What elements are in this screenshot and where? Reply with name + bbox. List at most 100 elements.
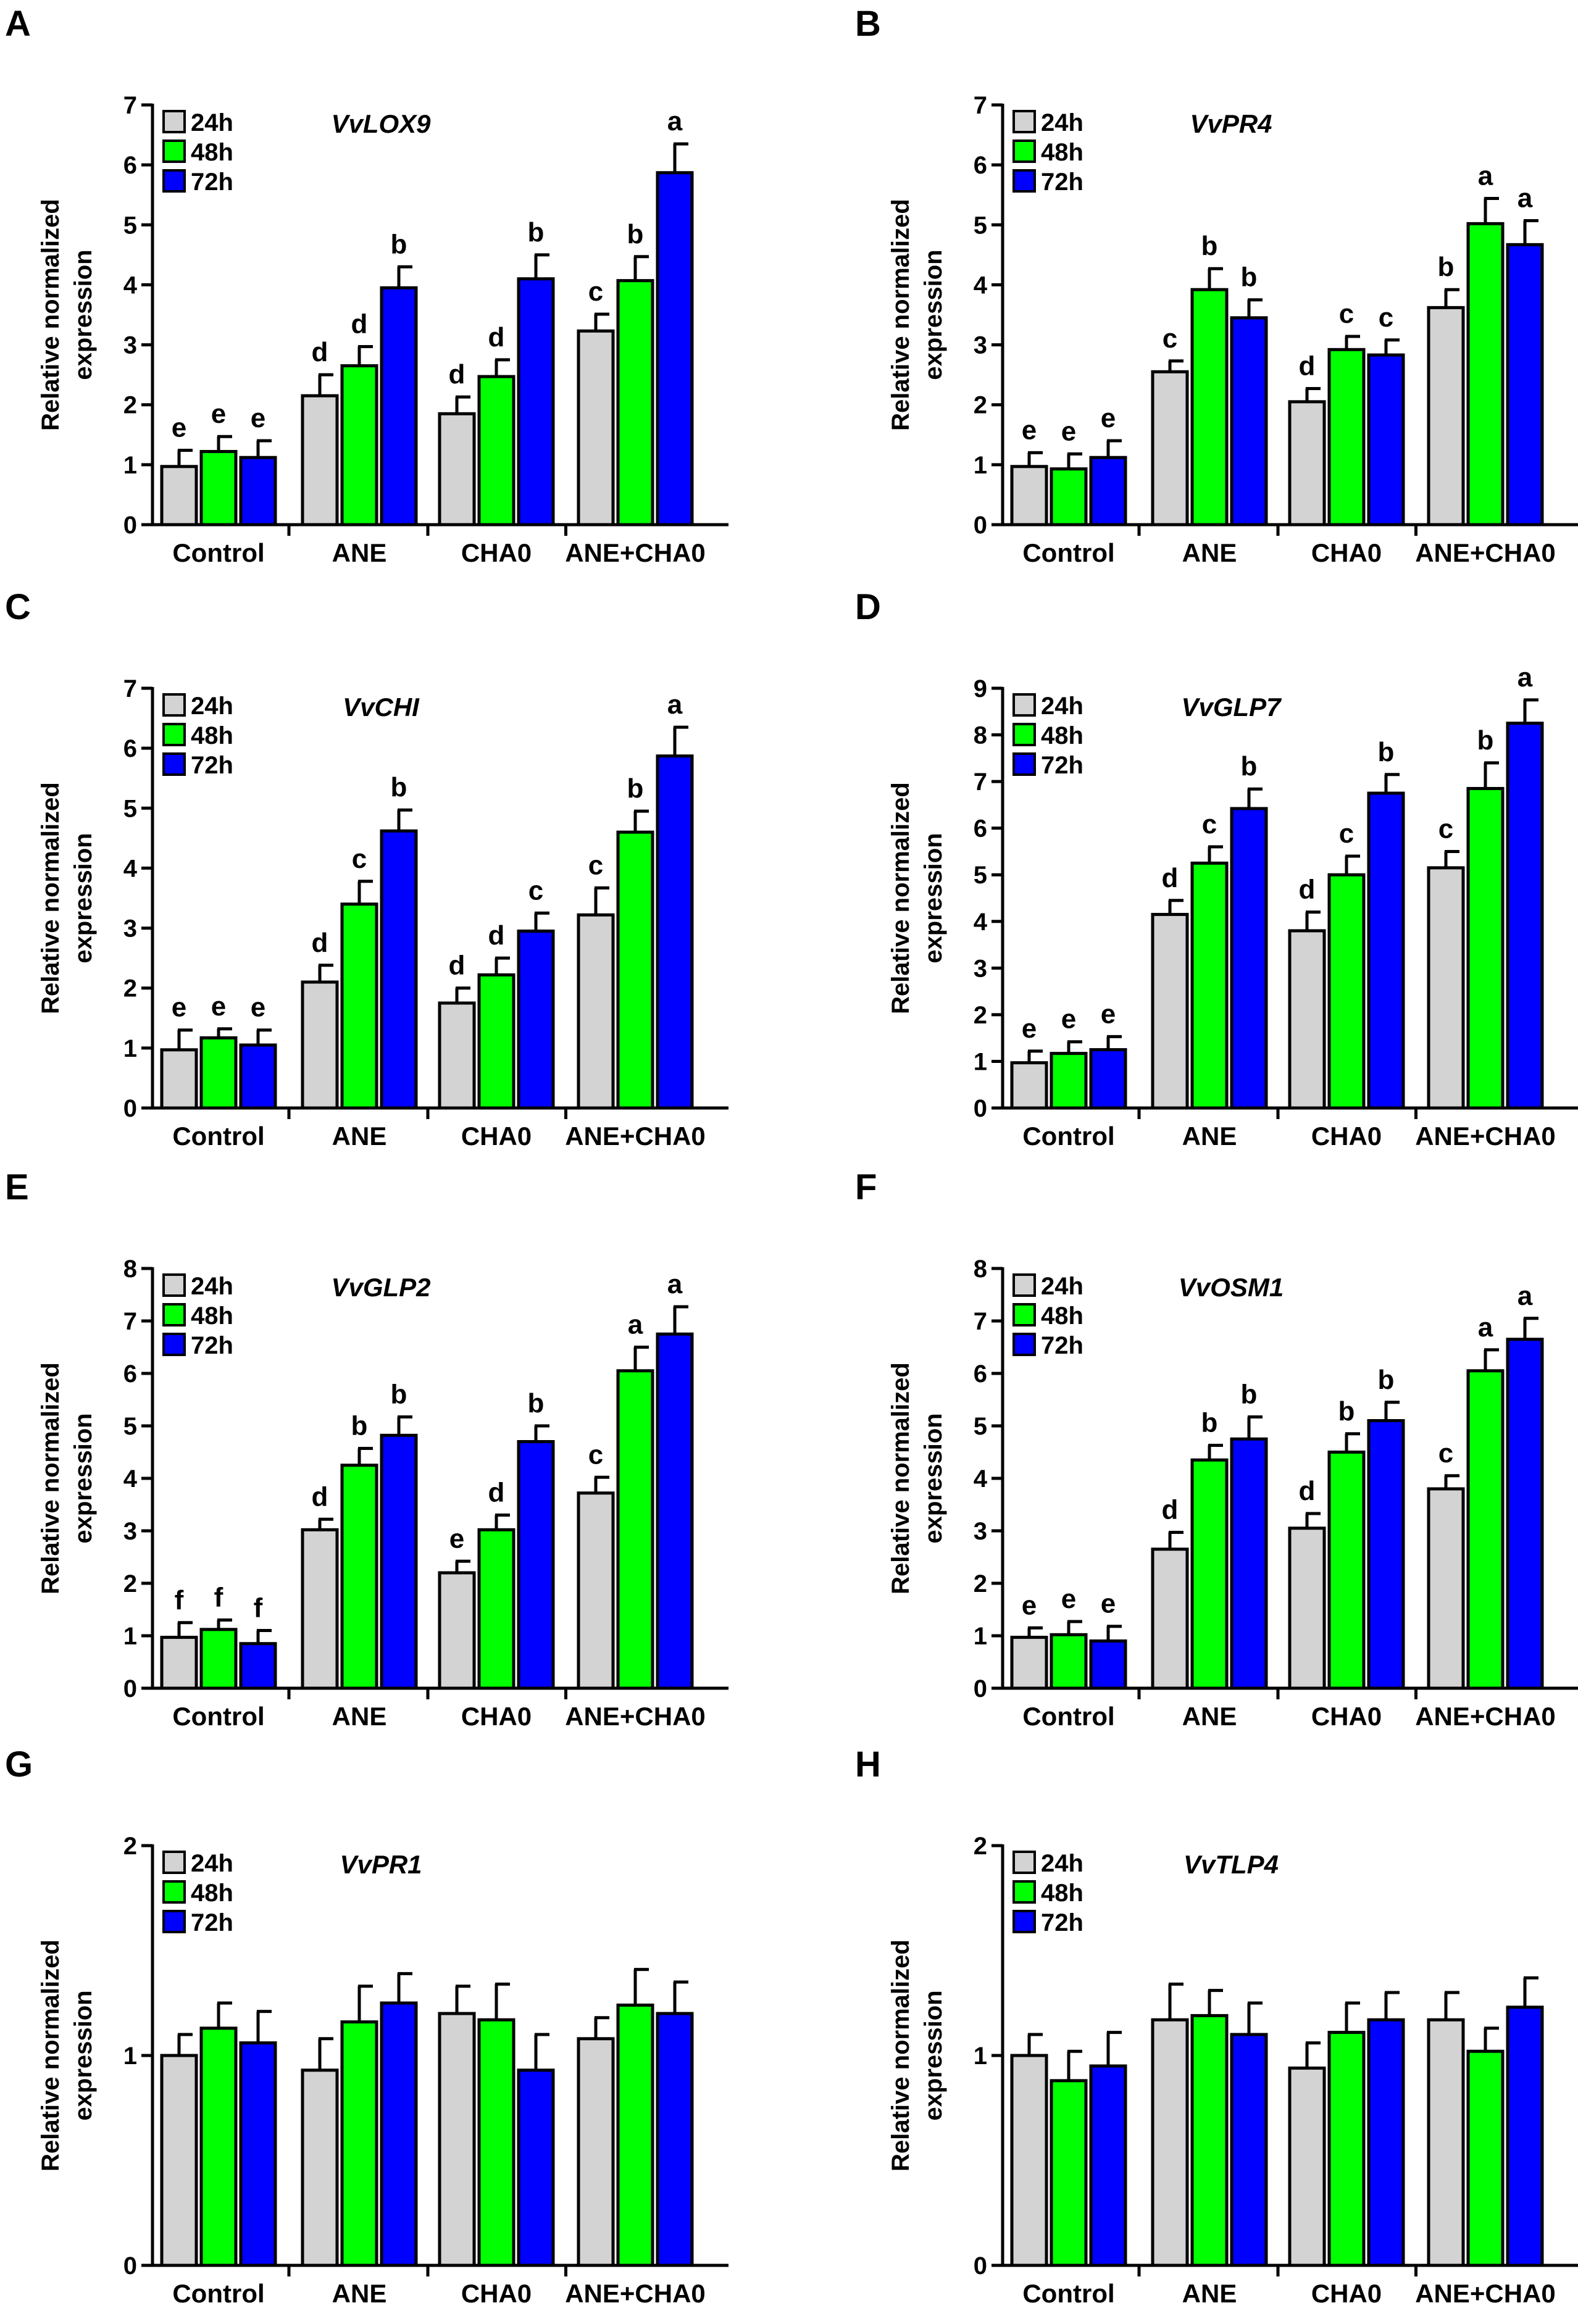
bar-48h <box>1050 1633 1088 1690</box>
legend-label: 24h <box>1041 1850 1083 1877</box>
bar-72h <box>239 456 277 527</box>
x-tick-label: ANE <box>1182 1122 1237 1151</box>
legend-label: 48h <box>191 722 233 749</box>
y-axis-label: Relative normalized <box>887 1939 914 2172</box>
bar-24h <box>301 2068 339 2267</box>
x-tick-label: Control <box>172 538 264 567</box>
bar-72h <box>380 2001 418 2267</box>
legend-label: 72h <box>1041 169 1083 196</box>
bar-24h <box>438 412 476 527</box>
legend-label: 24h <box>191 1273 233 1300</box>
bar-72h <box>517 277 555 527</box>
significance-letter: b <box>1378 1365 1395 1395</box>
bar-24h <box>301 394 339 527</box>
panel-letter: A <box>5 4 31 44</box>
bar-24h <box>438 1571 476 1690</box>
bar-48h <box>199 449 238 527</box>
significance-letter: c <box>1438 814 1453 844</box>
bar-48h <box>1327 873 1366 1110</box>
y-tick-label: 2 <box>123 392 137 419</box>
significance-letter: c <box>1438 1438 1453 1468</box>
y-tick-label: 0 <box>123 512 137 539</box>
y-tick-label: 3 <box>974 1518 987 1545</box>
legend-swatch-24h <box>1012 1851 1036 1874</box>
bar-72h <box>239 1642 277 1690</box>
legend-label: 72h <box>191 752 233 779</box>
y-tick-label: 5 <box>974 1413 987 1440</box>
significance-letter: d <box>449 951 465 981</box>
y-tick-label: 3 <box>123 915 137 943</box>
significance-letter: a <box>1478 1312 1493 1343</box>
y-tick-label: 0 <box>974 1675 987 1702</box>
y-tick-label: 4 <box>974 909 988 936</box>
legend-swatch-24h <box>162 1851 186 1874</box>
bar-24h <box>1288 400 1326 527</box>
bar-48h <box>1190 288 1229 527</box>
panel-letter: D <box>855 587 881 627</box>
significance-letter: b <box>627 219 644 249</box>
bar-24h <box>160 1636 198 1690</box>
y-tick-label: 4 <box>123 272 138 299</box>
x-tick-label: CHA0 <box>1311 538 1382 567</box>
y-axis-label: Relative normalized <box>37 1362 64 1594</box>
significance-letter: a <box>1517 1281 1533 1311</box>
x-tick-label: ANE+CHA0 <box>1415 1122 1556 1151</box>
bar-24h <box>1427 2018 1465 2267</box>
legend-label: 24h <box>191 693 233 720</box>
y-axis-label: Relative normalized <box>37 782 64 1014</box>
chart-title: VvGLP7 <box>1181 693 1282 722</box>
bar-24h <box>1288 1526 1326 1690</box>
bar-48h <box>616 2003 654 2267</box>
bar-24h <box>1288 2066 1326 2267</box>
significance-letter: a <box>667 689 683 720</box>
legend-swatch-48h <box>1012 1303 1036 1327</box>
significance-letter: b <box>1338 1396 1355 1426</box>
bar-48h <box>199 1036 238 1110</box>
bar-48h <box>616 279 654 527</box>
bar-24h <box>1151 1547 1189 1690</box>
panel-letter: F <box>855 1167 877 1207</box>
x-tick-label: Control <box>1022 1702 1114 1731</box>
chart-title: VvLOX9 <box>331 109 431 138</box>
y-tick-label: 5 <box>974 212 987 239</box>
bar-24h <box>1427 1487 1465 1690</box>
x-tick-label: CHA0 <box>461 538 532 567</box>
x-tick-label: Control <box>172 2279 264 2308</box>
bar-24h <box>1288 929 1326 1110</box>
significance-letter: d <box>449 359 465 389</box>
legend-swatch-72h <box>1012 1910 1036 1933</box>
significance-letter: d <box>1162 863 1179 893</box>
significance-letter: e <box>251 403 265 433</box>
chart-title: VvOSM1 <box>1179 1273 1284 1302</box>
significance-letter: d <box>351 309 368 339</box>
legend-label: 24h <box>1041 693 1083 720</box>
bar-48h <box>1466 1369 1505 1690</box>
bar-72h <box>656 1332 694 1690</box>
y-tick-label: 3 <box>974 955 987 982</box>
significance-letter: c <box>1339 299 1354 329</box>
significance-letter: a <box>628 1310 643 1340</box>
bar-72h <box>1367 791 1405 1110</box>
y-tick-label: 1 <box>974 1048 987 1075</box>
significance-letter: c <box>588 850 603 880</box>
x-tick-label: ANE <box>332 1702 387 1731</box>
bar-24h <box>1010 1061 1048 1110</box>
significance-letter: d <box>312 1481 328 1512</box>
panel-letter: C <box>5 587 31 627</box>
legend-label: 72h <box>1041 1332 1083 1359</box>
significance-letter: b <box>351 1411 368 1441</box>
legend-label: 72h <box>191 1909 233 1936</box>
bar-48h <box>340 902 378 1110</box>
legend-label: 24h <box>191 1850 233 1877</box>
significance-letter: c <box>1379 302 1393 333</box>
y-tick-label: 6 <box>974 815 987 843</box>
bar-24h <box>301 980 339 1110</box>
legend-swatch-24h <box>1012 1273 1036 1297</box>
y-tick-label: 2 <box>974 392 987 419</box>
y-tick-label: 7 <box>974 92 987 119</box>
x-tick-label: CHA0 <box>461 1122 532 1151</box>
legend-label: 48h <box>1041 139 1083 166</box>
legend-label: 24h <box>1041 1273 1083 1300</box>
significance-letter: e <box>172 993 186 1023</box>
